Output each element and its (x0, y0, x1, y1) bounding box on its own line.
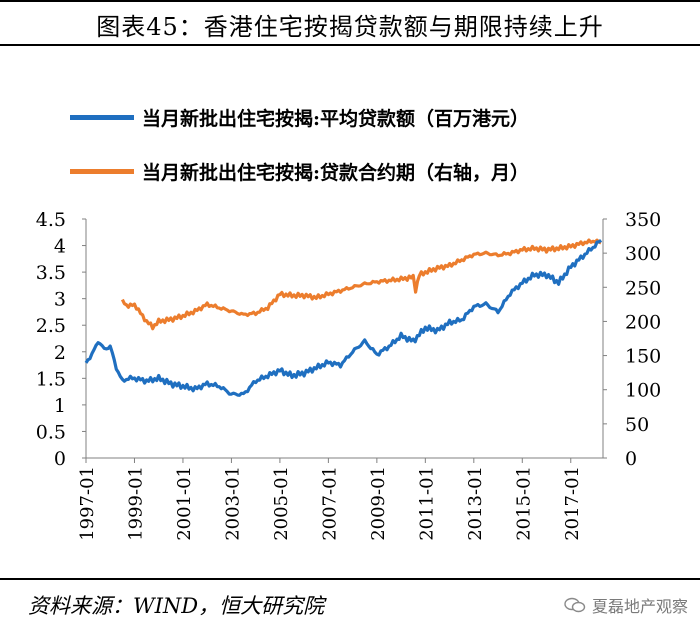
wechat-icon (564, 597, 586, 613)
source-note: 资料来源：WIND，恒大研究院 (28, 594, 325, 618)
right-y-tick-label: 200 (625, 311, 661, 333)
series-line-loan-term (120, 238, 602, 331)
right-y-tick-label: 150 (625, 346, 661, 368)
left-y-tick-label: 2 (54, 342, 66, 364)
right-y-tick-label: 350 (625, 209, 661, 231)
x-tick-label: 2003-01 (222, 466, 243, 541)
legend-item-blue: 当月新批出住宅按揭:平均贷款额（百万港元） (70, 102, 529, 132)
x-tick-label: 2001-01 (174, 466, 195, 541)
x-tick-label: 2017-01 (562, 466, 583, 541)
right-y-tick-label: 300 (625, 243, 661, 265)
left-y-tick-label: 0 (54, 448, 66, 470)
legend-swatch-blue (70, 114, 134, 120)
right-y-tick-label: 100 (625, 380, 661, 402)
x-tick-label: 2009-01 (368, 466, 389, 541)
legend-swatch-orange (70, 168, 134, 174)
right-y-tick-label: 50 (625, 414, 649, 436)
left-y-tick-label: 3 (54, 289, 66, 311)
title-rule (0, 44, 700, 46)
left-y-tick-label: 4 (54, 236, 66, 258)
x-tick-label: 2015-01 (513, 466, 534, 541)
left-y-tick-label: 0.5 (36, 421, 66, 443)
x-tick-label: 2011-01 (416, 466, 437, 541)
figure-title: 图表45：香港住宅按揭贷款额与期限持续上升 (96, 13, 604, 41)
x-tick-label: 2007-01 (319, 466, 340, 541)
left-y-tick-label: 4.5 (36, 209, 66, 231)
watermark-text: 夏磊地产观察 (591, 597, 688, 616)
x-tick-label: 1997-01 (77, 466, 98, 541)
x-tick-label: 2005-01 (271, 466, 292, 541)
legend-label-blue: 当月新批出住宅按揭:平均贷款额（百万港元） (142, 107, 530, 130)
left-y-tick-label: 1 (54, 395, 66, 417)
top-rule (0, 0, 700, 2)
right-y-tick-label: 250 (625, 277, 661, 299)
watermark: 夏磊地产观察 (564, 593, 688, 617)
left-y-tick-label: 3.5 (36, 262, 66, 284)
right-y-tick-label: 0 (625, 448, 637, 470)
left-y-tick-label: 1.5 (36, 368, 66, 390)
legend-label-orange: 当月新批出住宅按揭:贷款合约期（右轴，月） (142, 161, 530, 184)
bottom-rule (0, 578, 700, 580)
series-line-avg-loan-amount (84, 238, 603, 397)
x-tick-label: 2013-01 (465, 466, 486, 541)
x-tick-label: 1999-01 (125, 466, 146, 541)
left-y-tick-label: 2.5 (36, 315, 66, 337)
legend-item-orange: 当月新批出住宅按揭:贷款合约期（右轴，月） (70, 156, 529, 186)
